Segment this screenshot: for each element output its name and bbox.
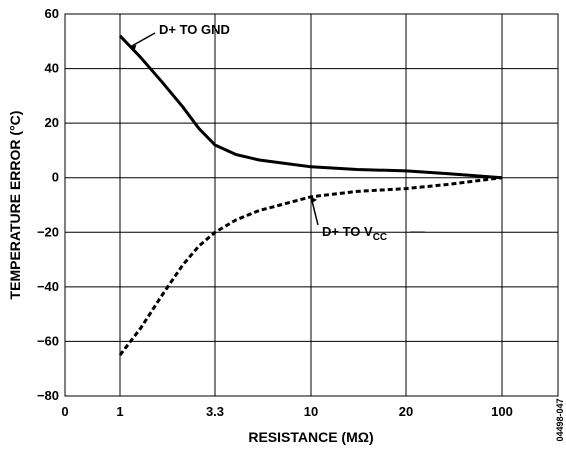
x-tick-label: 100 <box>491 404 513 419</box>
figure-id: 04498-047 <box>555 398 565 441</box>
annotation-subscript: CC <box>373 232 387 243</box>
series-line-2 <box>118 176 503 357</box>
y-tick-label: 20 <box>45 115 59 130</box>
annotation-arrowhead <box>311 196 317 203</box>
y-tick-label: −60 <box>37 333 59 348</box>
x-tick-label: 1 <box>116 404 123 419</box>
series-line-1 <box>118 34 503 180</box>
y-tick-label: −40 <box>37 279 59 294</box>
x-tick-label: 0 <box>61 404 68 419</box>
grid <box>65 14 558 396</box>
plot-frame <box>64 13 559 397</box>
annotations: D+ TO GND D+ TO VCC <box>130 22 425 243</box>
y-tick-label: 40 <box>45 61 59 76</box>
series-layer <box>118 34 503 357</box>
x-axis-ticks: 0 1 3.3 10 20 100 <box>61 404 512 419</box>
y-axis-label: TEMPERATURE ERROR (°C) <box>7 111 23 300</box>
x-axis-label: RESISTANCE (MΩ) <box>248 429 373 445</box>
x-tick-label: 3.3 <box>206 404 224 419</box>
annotation-arrowhead <box>130 44 137 51</box>
y-tick-label: −80 <box>37 388 59 403</box>
x-tick-label: 20 <box>399 404 413 419</box>
annotation-leader-line <box>130 32 156 48</box>
annotation-label: D+ TO VCC <box>322 224 387 243</box>
y-tick-label: −20 <box>37 224 59 239</box>
annotation-label: D+ TO GND <box>159 22 230 37</box>
x-tick-label: 10 <box>304 404 318 419</box>
y-axis-ticks: 60 40 20 0 −20 −40 −60 −80 <box>37 6 59 403</box>
y-tick-label: 60 <box>45 6 59 21</box>
y-tick-label: 0 <box>52 170 59 185</box>
